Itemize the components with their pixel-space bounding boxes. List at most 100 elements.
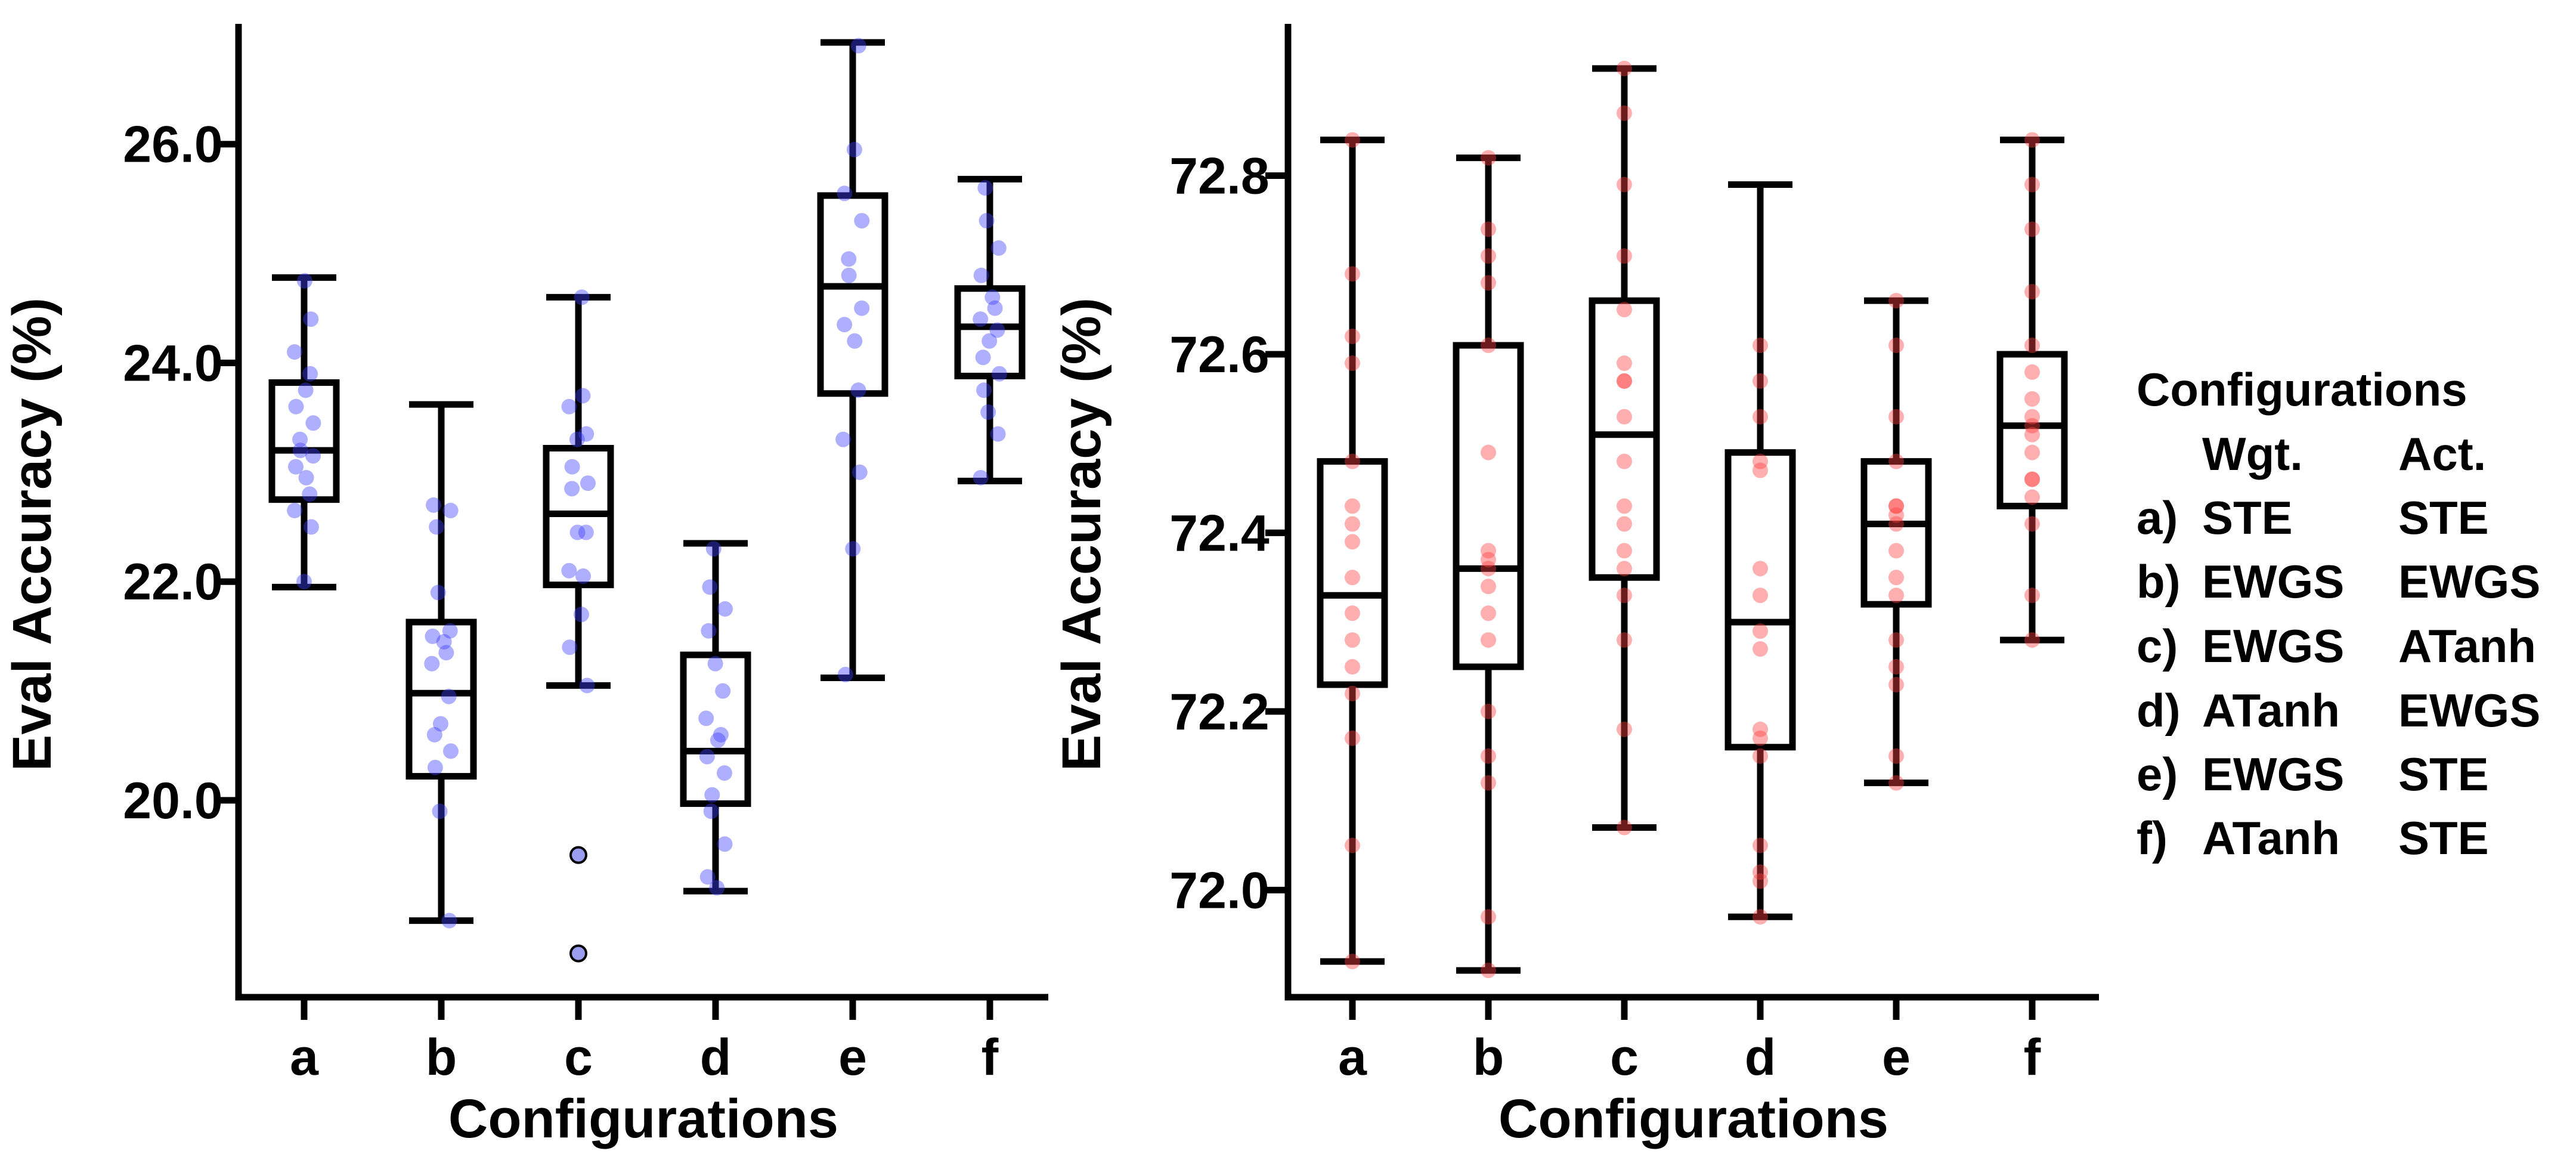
data-point (1481, 909, 1496, 925)
x-tick-label: b (1473, 1029, 1504, 1086)
data-point (1345, 329, 1360, 345)
data-point (1888, 748, 1904, 764)
data-point (1617, 819, 1632, 836)
data-point (1617, 302, 1632, 318)
data-point (1753, 730, 1768, 746)
data-point (990, 240, 1007, 256)
data-point (564, 481, 580, 497)
data-point (1481, 338, 1496, 354)
data-point (1617, 516, 1632, 532)
data-point (1481, 561, 1496, 577)
data-point (569, 524, 586, 540)
x-tick-label: e (1882, 1029, 1911, 1086)
legend-row-wgt: EWGS (2202, 555, 2344, 608)
legend-row-key: c) (2137, 620, 2178, 672)
box-e (817, 38, 888, 683)
data-point (2024, 471, 2040, 487)
data-point (2024, 364, 2040, 380)
data-point (699, 748, 715, 765)
data-point (1617, 453, 1632, 469)
data-point (561, 398, 577, 415)
data-point (852, 464, 868, 480)
x-tick-label: f (982, 1029, 999, 1086)
data-point (1617, 355, 1632, 371)
box-iqr (405, 618, 477, 780)
data-point (1481, 248, 1496, 264)
legend-row: e) EWGS STE (2137, 748, 2489, 800)
data-point (288, 398, 304, 415)
data-point (975, 349, 991, 366)
data-point (1888, 507, 1904, 523)
box-b (405, 401, 477, 929)
data-point (1617, 632, 1632, 648)
data-point (1888, 293, 1904, 309)
data-point (837, 667, 853, 683)
data-point (579, 678, 595, 694)
data-point (1617, 409, 1632, 425)
data-point (287, 503, 303, 518)
y-tick-label: 26.0 (123, 116, 222, 174)
data-point (298, 382, 314, 398)
data-point (1345, 534, 1360, 550)
data-point (1888, 409, 1904, 425)
data-point (1481, 963, 1496, 979)
data-point (1617, 587, 1632, 604)
x-axis-label: Configurations (1498, 1088, 1888, 1149)
x-tick-label: c (564, 1029, 593, 1086)
data-point (1481, 632, 1496, 648)
box-f (954, 175, 1026, 485)
data-point (1753, 909, 1768, 925)
data-point (1753, 453, 1768, 469)
data-point (1617, 543, 1632, 559)
data-point (1345, 355, 1360, 371)
data-point (1481, 605, 1496, 621)
data-point (1345, 453, 1360, 469)
box-iqr (1453, 342, 1524, 670)
legend-row-key: a) (2137, 491, 2178, 544)
data-point (989, 322, 1005, 338)
box-iqr (1860, 458, 1932, 608)
data-point (575, 388, 591, 404)
data-point (705, 541, 722, 557)
box-iqr (268, 379, 340, 503)
data-point (2024, 132, 2040, 148)
data-point (710, 732, 726, 748)
data-point (709, 880, 725, 896)
data-point (717, 601, 733, 617)
data-point (562, 639, 578, 655)
data-point (1888, 570, 1904, 586)
data-point (1753, 748, 1768, 764)
data-point (1481, 221, 1496, 237)
data-point (1345, 954, 1360, 970)
data-point (1888, 338, 1904, 354)
data-point (1345, 266, 1360, 282)
data-point (564, 459, 580, 475)
data-point (425, 628, 441, 644)
data-point (2024, 489, 2040, 505)
box-iqr (1317, 458, 1388, 688)
box-b (1453, 150, 1524, 979)
legend-row-key: e) (2137, 748, 2178, 800)
data-point (977, 180, 993, 196)
box-f (1996, 132, 2068, 648)
data-point (835, 431, 852, 447)
data-point (1753, 864, 1768, 880)
data-point (1888, 498, 1904, 514)
data-point (1617, 373, 1632, 389)
data-point (1753, 721, 1768, 737)
legend-row-act: EWGS (2398, 555, 2540, 608)
data-point (561, 562, 577, 579)
data-point (302, 366, 318, 382)
legend-header-act: Act. (2398, 428, 2486, 480)
data-point (305, 448, 321, 464)
data-point (1345, 570, 1360, 586)
data-point (1481, 543, 1496, 559)
data-point (2024, 177, 2040, 193)
data-point (1481, 579, 1496, 595)
legend-row: a) STE STE (2137, 491, 2489, 544)
y-tick-label: 72.6 (1169, 326, 1269, 383)
data-point (1345, 516, 1360, 532)
data-point (699, 869, 716, 885)
data-point (846, 141, 862, 157)
